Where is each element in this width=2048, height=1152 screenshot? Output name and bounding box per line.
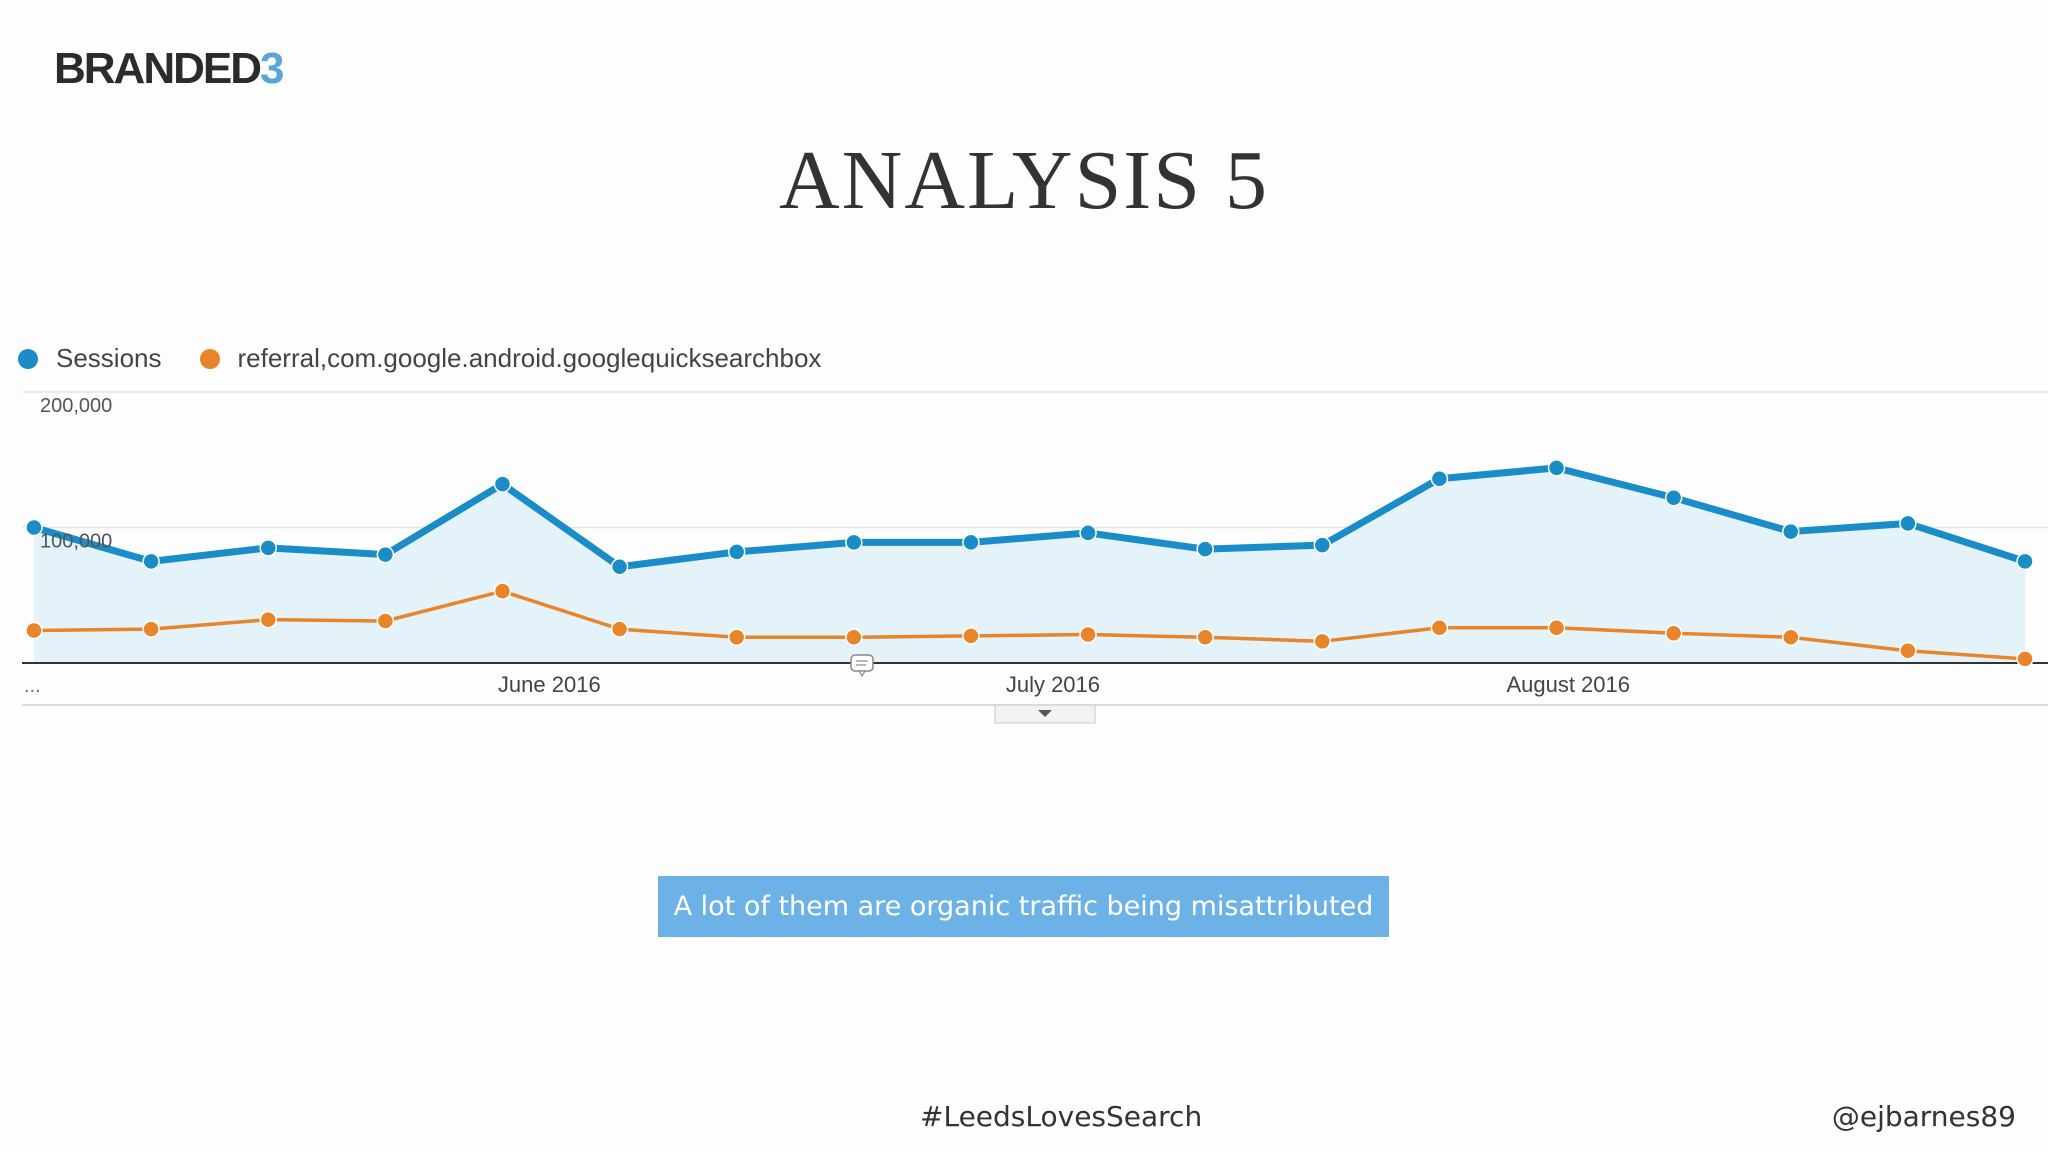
collapse-chart-toggle[interactable] xyxy=(994,704,1096,724)
sessions-point xyxy=(727,543,746,561)
referral-point xyxy=(1899,642,1917,660)
x-tick-label: August 2016 xyxy=(1506,672,1630,697)
legend-dot-referral xyxy=(199,348,220,369)
branded3-logo: BRANDED3 xyxy=(54,44,285,94)
sessions-point xyxy=(1313,536,1332,554)
annotation-bubble xyxy=(850,654,874,672)
referral-point xyxy=(610,620,629,638)
referral-point xyxy=(1313,632,1332,651)
referral-point xyxy=(845,628,863,647)
legend-label-sessions: Sessions xyxy=(56,343,162,373)
referral-point xyxy=(25,621,43,640)
legend-label-referral: referral,com.google.android.googlequicks… xyxy=(237,343,822,373)
sessions-line xyxy=(33,464,2027,571)
sessions-point xyxy=(25,518,43,537)
referral-point xyxy=(1196,628,1214,647)
referral-point xyxy=(493,582,512,600)
legend-item-referral[interactable]: referral,com.google.android.googlequicks… xyxy=(199,343,822,374)
chart-legend: Sessions referral,com.google.android.goo… xyxy=(18,343,859,374)
referral-point xyxy=(1782,628,1800,647)
referral-point xyxy=(1664,624,1683,642)
sessions-point xyxy=(142,552,160,571)
sessions-point xyxy=(1782,522,1800,541)
sessions-point xyxy=(1430,469,1449,488)
sessions-point xyxy=(376,545,395,564)
logo-accent: 3 xyxy=(260,44,285,93)
referral-point xyxy=(259,610,277,629)
sessions-line-chart: 200,000 100,000 June 2016 July 2016 August 2… xyxy=(22,391,2048,724)
legend-dot-sessions xyxy=(18,348,38,369)
annotation-bubble-tail xyxy=(857,670,867,678)
slide-title: ANALYSIS 5 xyxy=(779,134,1269,227)
sessions-point xyxy=(1196,540,1214,558)
referral-point xyxy=(1547,619,1566,637)
caption-banner: A lot of them are organic traffic being … xyxy=(658,876,1389,937)
legend-item-sessions[interactable]: Sessions xyxy=(18,343,162,374)
referral-point xyxy=(142,620,160,638)
referral-point xyxy=(1079,625,1097,644)
x-tick-label: July 2016 xyxy=(1006,672,1100,697)
chart-labels: 200,000 100,000 June 2016 July 2016 August 2… xyxy=(24,395,1630,697)
chart-points xyxy=(25,459,2034,668)
sessions-point xyxy=(1664,488,1683,507)
referral-line xyxy=(33,589,2026,661)
referral-point xyxy=(1430,619,1449,637)
sessions-point xyxy=(2016,552,2034,571)
y-tick-label: 200,000 xyxy=(40,395,112,417)
sessions-point xyxy=(1079,524,1097,542)
referral-point xyxy=(376,612,395,630)
sessions-point xyxy=(259,539,277,557)
x-tick-label: June 2016 xyxy=(498,672,601,697)
y-tick-label: 100,000 xyxy=(40,531,112,553)
footer-hashtag: #LeedsLovesSearch xyxy=(920,1100,1203,1133)
sessions-point xyxy=(845,533,863,552)
logo-text: BRANDED xyxy=(54,44,262,93)
sessions-point xyxy=(1899,514,1917,533)
footer-handle: @ejbarnes89 xyxy=(1831,1100,2016,1133)
sessions-point xyxy=(1547,459,1566,477)
sessions-point xyxy=(493,475,512,493)
referral-point xyxy=(2016,650,2034,668)
x-leading-marker: ... xyxy=(24,675,41,697)
annotation-marker-icon[interactable] xyxy=(850,654,874,678)
referral-point xyxy=(727,628,746,647)
chart-controls xyxy=(850,654,1096,724)
sessions-point xyxy=(962,533,980,552)
sessions-area xyxy=(34,467,2025,663)
chevron-down-icon xyxy=(1038,710,1052,717)
referral-point xyxy=(962,627,980,645)
sessions-point xyxy=(610,558,629,576)
